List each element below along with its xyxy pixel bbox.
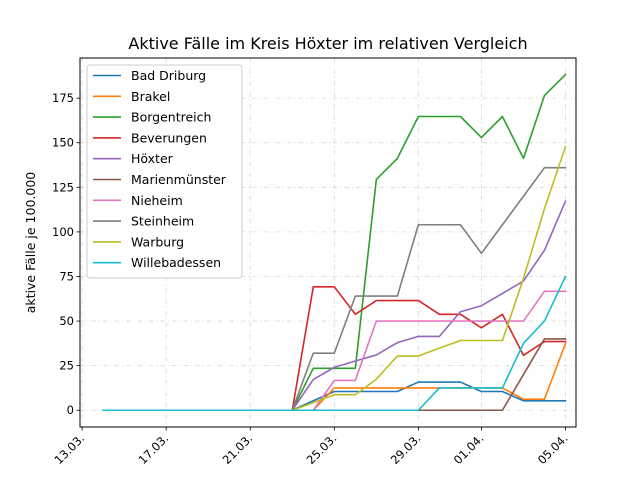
chart-title: Aktive Fälle im Kreis Höxter im relative… [128,34,527,53]
y-tick-label: 125 [52,180,74,194]
y-tick-label: 175 [52,91,74,105]
y-tick-label: 75 [59,269,74,283]
legend-label-0: Bad Driburg [131,68,206,83]
legend-label-6: Nieheim [131,193,183,208]
legend-label-2: Borgentreich [131,110,211,125]
y-axis-ticks: 0 25 50 75 100 125 150 175 [52,91,80,417]
legend-label-8: Warburg [131,234,184,249]
legend-label-9: Willebadessen [131,255,221,270]
y-tick-label: 25 [59,359,74,373]
y-tick-label: 50 [59,314,74,328]
legend-label-1: Brakel [131,89,170,104]
legend-box [86,64,243,279]
y-tick-label: 100 [52,225,74,239]
series-line-9 [102,275,567,412]
y-tick-label: 150 [52,136,74,150]
y-axis-label: aktive Fälle je 100.000 [23,172,38,314]
plot-frame [79,57,577,428]
legend-label-7: Steinheim [131,214,194,229]
legend-label-4: Höxter [131,151,174,166]
legend-label-3: Beverungen [131,130,207,145]
legend: Bad Driburg Brakel Borgentreich Beverungen H… [86,64,243,279]
series-lines [102,73,567,412]
y-tick-label: 0 [67,403,74,417]
legend-label-5: Marienmünster [131,172,227,187]
